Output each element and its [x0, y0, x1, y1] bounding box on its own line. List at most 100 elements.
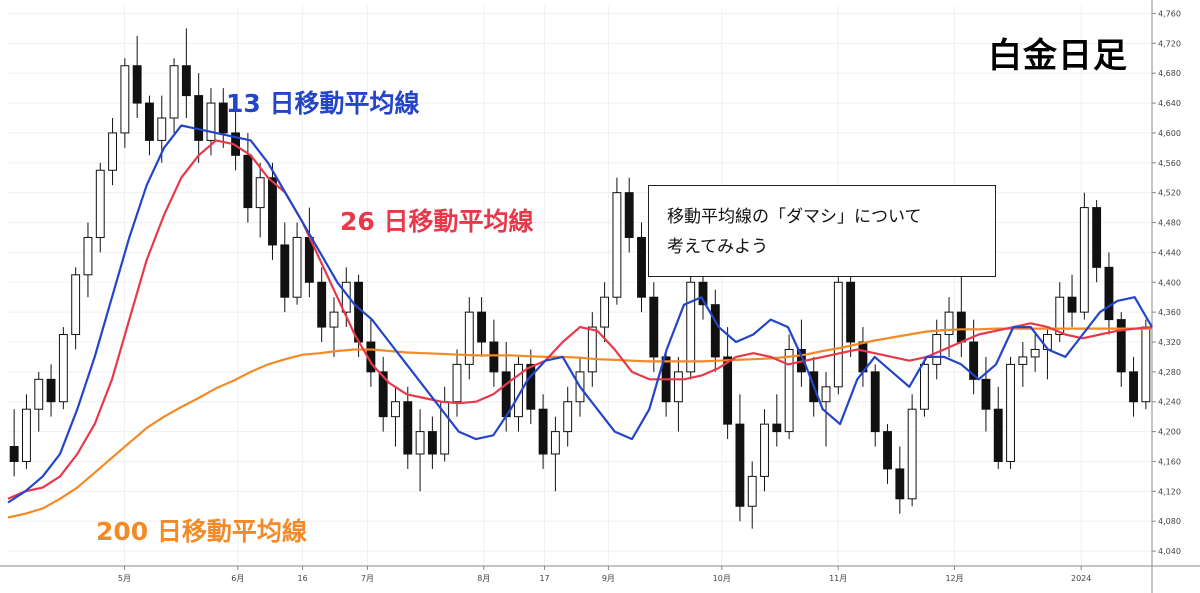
- y-tick-label: 4,760: [1158, 9, 1181, 18]
- candle-body: [907, 408, 917, 500]
- y-tick-label: 4,440: [1158, 248, 1181, 257]
- y-tick-label: 4,360: [1158, 308, 1181, 317]
- candle-body: [464, 311, 474, 365]
- candle-body: [1067, 296, 1077, 313]
- candle-body: [956, 311, 966, 343]
- candle-body: [378, 371, 388, 418]
- candle-body: [698, 281, 708, 306]
- candle-body: [243, 154, 253, 209]
- candle-body: [895, 468, 905, 500]
- candle-body: [329, 311, 339, 328]
- candle-body: [22, 408, 31, 462]
- candle-body: [427, 431, 437, 455]
- candle-body: [120, 65, 130, 134]
- ma26-line: [7, 139, 1153, 500]
- candle-body: [686, 281, 696, 373]
- candle-body: [993, 408, 1003, 462]
- x-tick-label: 17: [539, 574, 549, 583]
- candle-body: [83, 236, 93, 276]
- y-tick-label: 4,200: [1158, 428, 1181, 437]
- candle-body: [981, 378, 991, 410]
- callout-box: 移動平均線の「ダマシ」について 考えてみよう: [648, 185, 996, 277]
- y-tick-label: 4,640: [1158, 99, 1181, 108]
- candle-body: [477, 311, 487, 343]
- candle-body: [1055, 296, 1065, 336]
- x-tick-label: 5月: [118, 574, 131, 583]
- candle-body: [760, 423, 769, 477]
- ma200-label: 200 日移動平均線: [96, 517, 307, 546]
- x-tick-label: 11月: [829, 574, 847, 583]
- x-tick-label: 7月: [361, 574, 374, 583]
- y-tick-label: 4,480: [1158, 219, 1181, 228]
- x-tick-label: 9月: [602, 574, 615, 583]
- x-tick-label: 12月: [945, 574, 963, 583]
- candle-body: [563, 401, 573, 433]
- y-tick-label: 4,560: [1158, 159, 1181, 168]
- ma200-line: [7, 327, 1152, 519]
- x-tick-label: 10月: [713, 574, 731, 583]
- candle-body: [1079, 207, 1089, 313]
- y-tick-label: 4,680: [1158, 69, 1181, 78]
- chart-title: 白金日足: [988, 36, 1128, 76]
- candle-body: [391, 401, 400, 418]
- candle-body: [206, 102, 216, 141]
- candle-body: [846, 281, 856, 343]
- candle-body: [624, 192, 634, 238]
- candle-body: [46, 378, 56, 403]
- candle-body: [747, 475, 757, 507]
- candle-body: [415, 431, 425, 455]
- candle-body: [169, 65, 179, 119]
- candle-body: [649, 296, 659, 358]
- candle-body: [883, 431, 892, 470]
- candle-body: [108, 132, 117, 171]
- callout-line-1: 移動平均線の「ダマシ」について: [667, 207, 922, 227]
- candle-body: [255, 177, 265, 209]
- candle-body: [944, 311, 954, 336]
- candle-body: [710, 304, 720, 358]
- ma13-label: 13 日移動平均線: [226, 89, 420, 118]
- candle-body: [969, 341, 979, 380]
- candle-body: [723, 356, 733, 425]
- candle-body: [526, 363, 536, 410]
- x-tick-label: 2024: [1071, 574, 1091, 583]
- candle-body: [58, 334, 68, 403]
- y-tick-label: 4,720: [1158, 39, 1181, 48]
- x-tick-label: 16: [297, 574, 307, 583]
- candle-body: [673, 371, 683, 403]
- candle-body: [612, 192, 622, 298]
- candle-body: [489, 341, 499, 373]
- candle-body: [587, 326, 597, 373]
- candle-body: [157, 117, 167, 141]
- y-tick-label: 4,240: [1158, 398, 1181, 407]
- candle-body: [1141, 326, 1151, 403]
- candle-body: [34, 378, 44, 410]
- candle-body: [637, 236, 646, 298]
- y-tick-label: 4,600: [1158, 129, 1181, 138]
- candle-body: [292, 236, 302, 298]
- candle-body: [772, 423, 782, 433]
- y-tick-label: 4,120: [1158, 487, 1181, 496]
- ma26-label: 26 日移動平均線: [340, 207, 534, 236]
- candle-body: [317, 281, 327, 328]
- callout-line-2: 考えてみよう: [667, 237, 769, 257]
- candle-body: [403, 401, 413, 455]
- candle-body: [932, 334, 942, 365]
- ma13-line: [7, 124, 1153, 504]
- y-tick-label: 4,520: [1158, 189, 1181, 198]
- x-tick-label: 8月: [477, 574, 490, 583]
- y-tick-label: 4,320: [1158, 338, 1181, 347]
- candle-body: [784, 348, 794, 433]
- candle-body: [145, 102, 154, 141]
- candle-body: [95, 169, 105, 238]
- candle-body: [833, 281, 843, 388]
- candle-body: [71, 274, 81, 336]
- candle-body: [1030, 348, 1040, 358]
- y-tick-label: 4,280: [1158, 368, 1181, 377]
- candle-body: [218, 102, 228, 134]
- candle-body: [600, 296, 610, 328]
- y-tick-label: 4,040: [1158, 547, 1181, 556]
- candle-body: [452, 363, 462, 403]
- candle-body: [194, 95, 204, 141]
